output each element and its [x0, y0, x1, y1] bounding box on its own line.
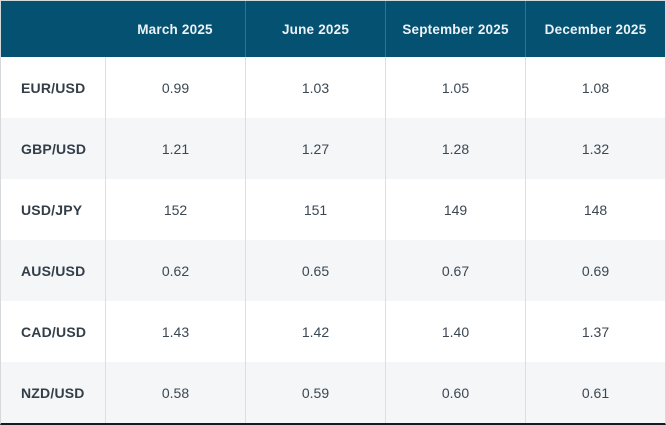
- table-row-gbp-usd: GBP/USD 1.21 1.27 1.28 1.32: [1, 118, 665, 179]
- column-header-september-2025: September 2025: [385, 1, 525, 57]
- value-cell: 0.69: [525, 240, 665, 301]
- value-cell: 0.58: [105, 362, 245, 423]
- column-header-march-2025: March 2025: [137, 21, 213, 37]
- value-cell: 1.21: [105, 118, 245, 179]
- value-cell: 1.08: [525, 57, 665, 118]
- row-label-cad-usd: CAD/USD: [21, 323, 87, 340]
- value-cell: 0.60: [385, 362, 525, 423]
- table-row-aus-usd: AUS/USD 0.62 0.65 0.67 0.69: [1, 240, 665, 301]
- table-row-cad-usd: CAD/USD 1.43 1.42 1.40 1.37: [1, 301, 665, 362]
- value-cell: 149: [385, 179, 525, 240]
- value-cell: 0.62: [105, 240, 245, 301]
- value-cell: 0.67: [385, 240, 525, 301]
- value-cell: 1.42: [245, 301, 385, 362]
- value-cell: 0.59: [245, 362, 385, 423]
- value-cell: 1.03: [245, 57, 385, 118]
- value-cell: 0.61: [525, 362, 665, 423]
- value-cell: 151: [245, 179, 385, 240]
- value-cell: 1.32: [525, 118, 665, 179]
- table-header-row: March 2025 June 2025 September 2025 Dece…: [1, 1, 665, 57]
- value-cell: 152: [105, 179, 245, 240]
- row-label-usd-jpy: USD/JPY: [21, 201, 83, 218]
- table-row-eur-usd: EUR/USD 0.99 1.03 1.05 1.08: [1, 57, 665, 118]
- row-label-eur-usd: EUR/USD: [21, 79, 86, 96]
- value-cell: 1.28: [385, 118, 525, 179]
- value-cell: 0.99: [105, 57, 245, 118]
- value-cell: 1.43: [105, 301, 245, 362]
- table-row-usd-jpy: USD/JPY 152 151 149 148: [1, 179, 665, 240]
- value-cell: 1.40: [385, 301, 525, 362]
- row-label-aus-usd: AUS/USD: [21, 262, 86, 279]
- column-header-december-2025: December 2025: [525, 1, 665, 57]
- value-cell: 0.65: [245, 240, 385, 301]
- corner-header-cell: [1, 1, 105, 57]
- row-label-nzd-usd: NZD/USD: [21, 384, 85, 401]
- row-label-gbp-usd: GBP/USD: [21, 140, 87, 157]
- column-header-june-2025: June 2025: [245, 1, 385, 57]
- value-cell: 1.27: [245, 118, 385, 179]
- table-row-nzd-usd: NZD/USD 0.58 0.59 0.60 0.61: [1, 362, 665, 423]
- value-cell: 1.05: [385, 57, 525, 118]
- value-cell: 1.37: [525, 301, 665, 362]
- value-cell: 148: [525, 179, 665, 240]
